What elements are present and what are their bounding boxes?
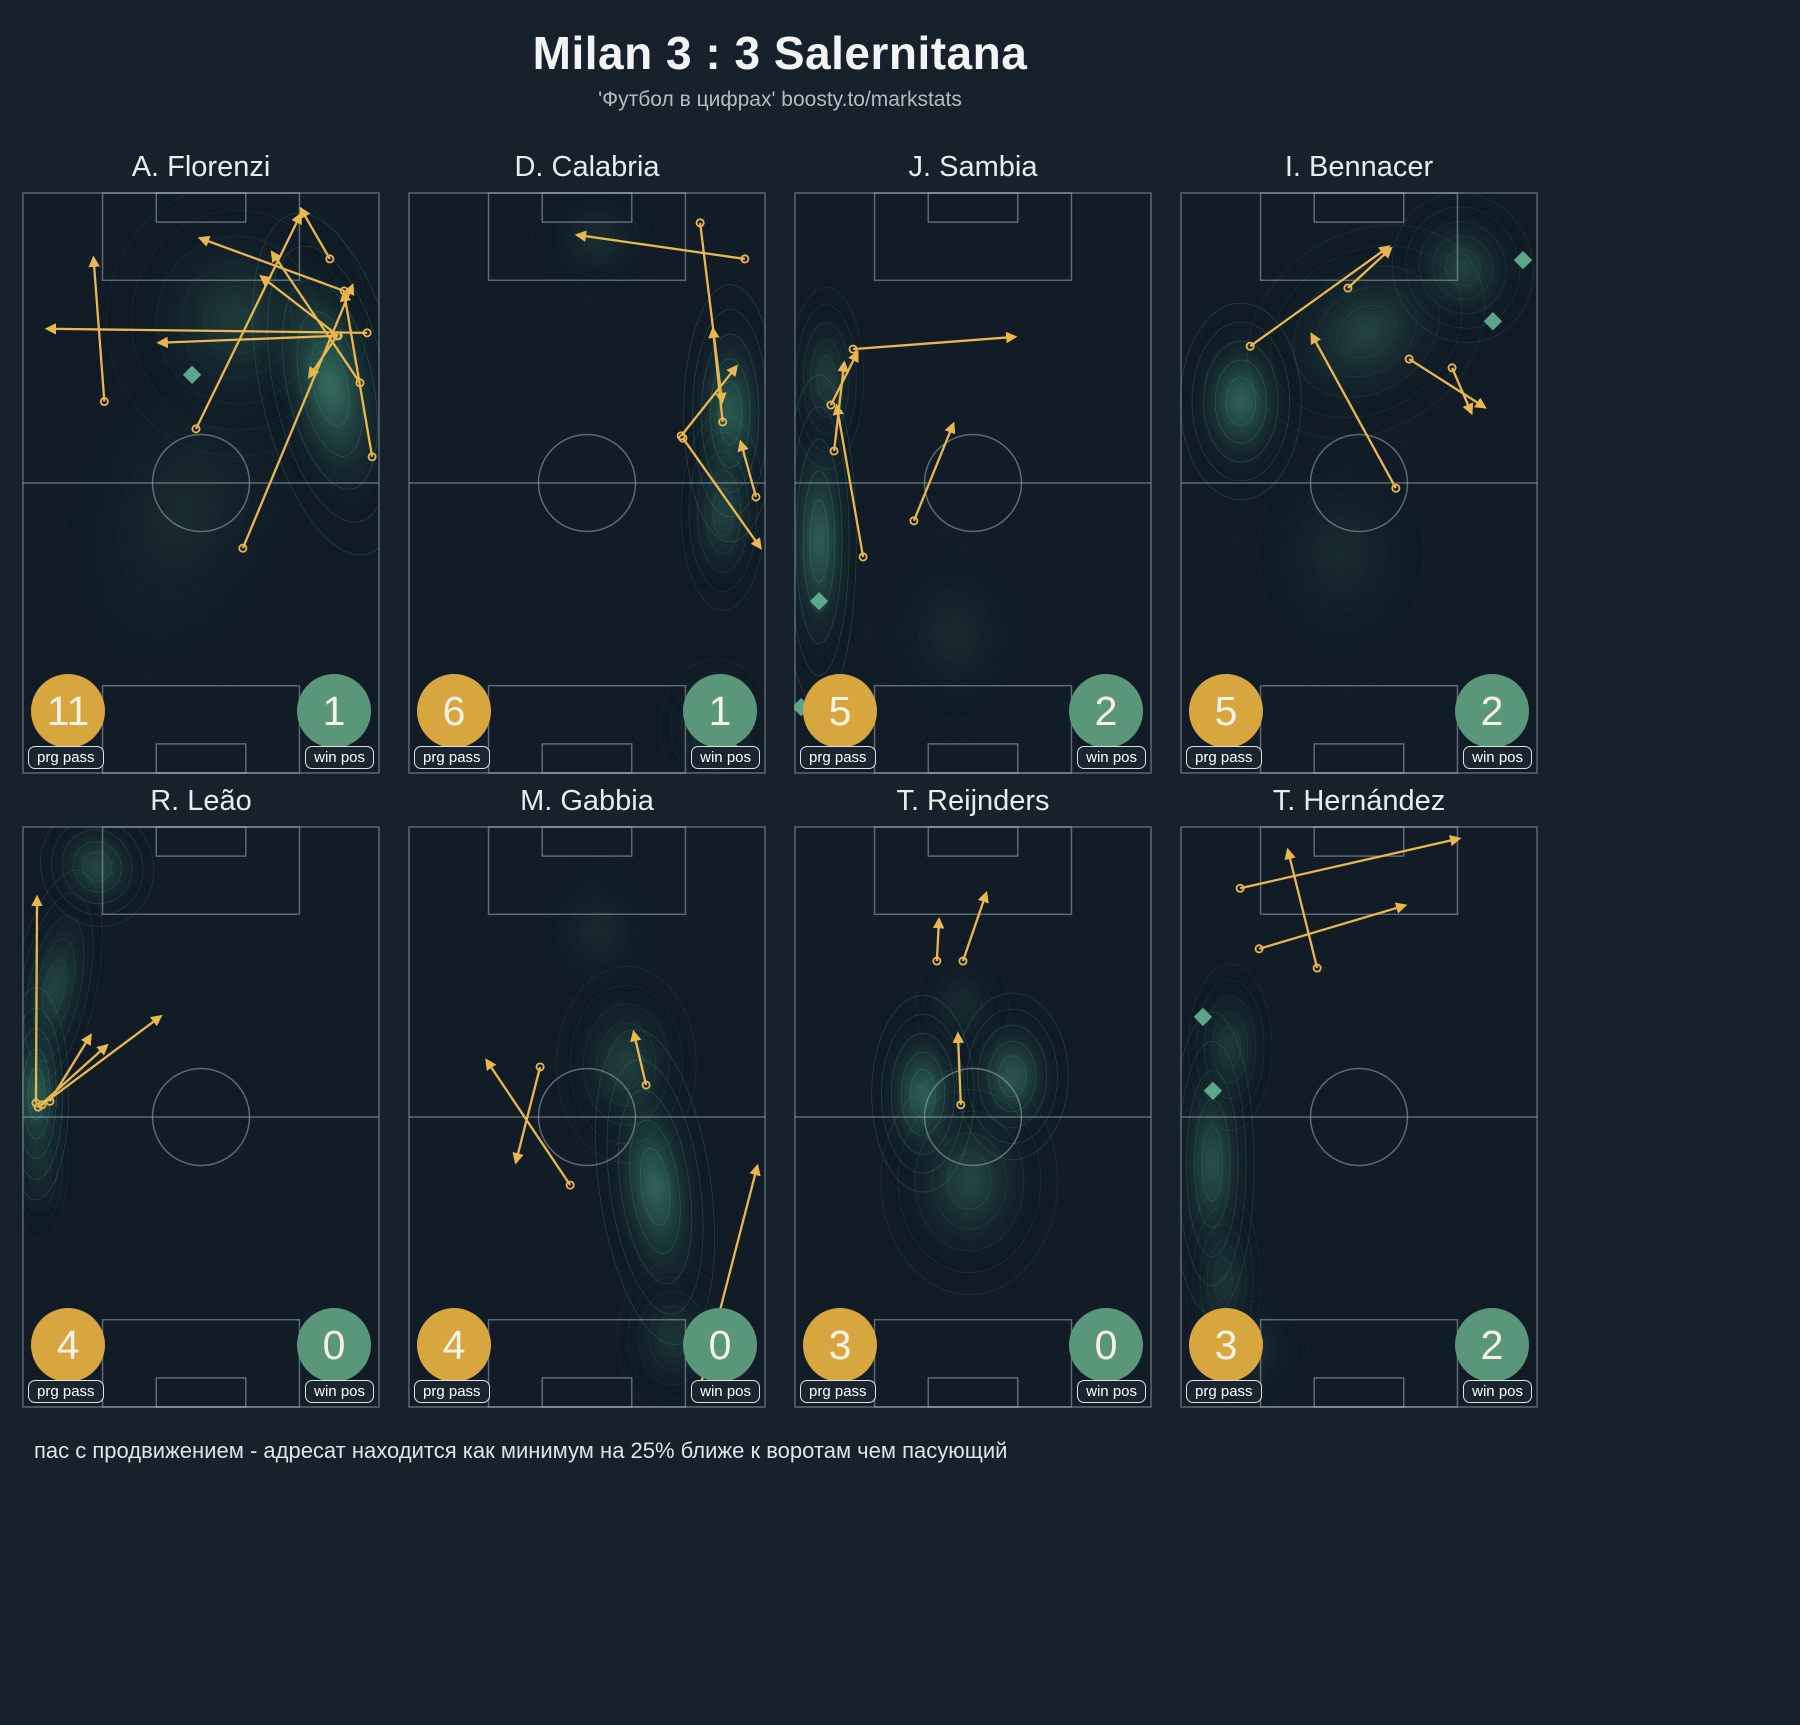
player-name: T. Reijnders xyxy=(896,785,1050,817)
win-pos-label: win pos xyxy=(1077,746,1146,769)
win-pos-label: win pos xyxy=(305,1380,374,1403)
player-panel: T. Hernández 3 prg pass 2 win pos xyxy=(1180,780,1538,1408)
prg-pass-count: 4 xyxy=(31,1308,105,1382)
win-pos-label: win pos xyxy=(1077,1380,1146,1403)
player-name: R. Leão xyxy=(150,785,252,817)
player-panel: R. Leão 4 prg pass 0 win pos xyxy=(22,780,380,1408)
prg-pass-count: 4 xyxy=(417,1308,491,1382)
win-pos-label: win pos xyxy=(691,1380,760,1403)
prg-pass-count: 3 xyxy=(803,1308,877,1382)
player-name: T. Hernández xyxy=(1272,785,1446,817)
pitch-grid: A. Florenzi 11 prg pass 1 win pos D. Cal… xyxy=(22,146,1538,1408)
player-name: A. Florenzi xyxy=(131,151,271,183)
credit-subtitle: 'Футбол в цифрах' boosty.to/markstats xyxy=(598,88,962,111)
player-panel: M. Gabbia 4 prg pass 0 win pos xyxy=(408,780,766,1408)
win-pos-count: 1 xyxy=(297,674,371,748)
pitch-chart xyxy=(1180,192,1538,774)
win-pos-label: win pos xyxy=(1463,746,1532,769)
prg-pass-count: 3 xyxy=(1189,1308,1263,1382)
prg-pass-label: prg pass xyxy=(1186,1380,1262,1403)
player-name: I. Bennacer xyxy=(1284,151,1434,183)
win-pos-count: 1 xyxy=(683,674,757,748)
pitch: 11 prg pass 1 win pos xyxy=(22,192,380,774)
win-pos-label: win pos xyxy=(305,746,374,769)
prg-pass-label: prg pass xyxy=(28,746,104,769)
pitch: 5 prg pass 2 win pos xyxy=(1180,192,1538,774)
player-name: D. Calabria xyxy=(514,151,660,183)
prg-pass-count: 5 xyxy=(1189,674,1263,748)
player-panel: I. Bennacer 5 prg pass 2 win pos xyxy=(1180,146,1538,774)
prg-pass-label: prg pass xyxy=(1186,746,1262,769)
prg-pass-count: 5 xyxy=(803,674,877,748)
pitch: 5 prg pass 2 win pos xyxy=(794,192,1152,774)
win-pos-count: 2 xyxy=(1455,1308,1529,1382)
prg-pass-count: 11 xyxy=(31,674,105,748)
win-pos-count: 0 xyxy=(683,1308,757,1382)
prg-pass-label: prg pass xyxy=(414,746,490,769)
pitch: 3 prg pass 0 win pos xyxy=(794,826,1152,1408)
pitch: 4 prg pass 0 win pos xyxy=(22,826,380,1408)
win-pos-count: 0 xyxy=(1069,1308,1143,1382)
pitch: 6 prg pass 1 win pos xyxy=(408,192,766,774)
prg-pass-label: prg pass xyxy=(800,746,876,769)
player-panel: J. Sambia 5 prg pass 2 win pos xyxy=(794,146,1152,774)
prg-pass-label: prg pass xyxy=(800,1380,876,1403)
content: Milan 3 : 3 Salernitana 'Футбол в цифрах… xyxy=(22,0,1538,1464)
prg-pass-count: 6 xyxy=(417,674,491,748)
match-title: Milan 3 : 3 Salernitana xyxy=(532,27,1028,79)
footnote: пас с продвижением - адресат находится к… xyxy=(34,1438,1008,1463)
player-panel: D. Calabria 6 prg pass 1 win pos xyxy=(408,146,766,774)
pitch: 3 prg pass 2 win pos xyxy=(1180,826,1538,1408)
win-pos-label: win pos xyxy=(691,746,760,769)
player-panel: T. Reijnders 3 prg pass 0 win pos xyxy=(794,780,1152,1408)
prg-pass-label: prg pass xyxy=(414,1380,490,1403)
win-pos-count: 0 xyxy=(297,1308,371,1382)
pitch: 4 prg pass 0 win pos xyxy=(408,826,766,1408)
player-panel: A. Florenzi 11 prg pass 1 win pos xyxy=(22,146,380,774)
win-pos-count: 2 xyxy=(1455,674,1529,748)
win-pos-count: 2 xyxy=(1069,674,1143,748)
player-name: J. Sambia xyxy=(908,151,1038,183)
prg-pass-label: prg pass xyxy=(28,1380,104,1403)
player-name: M. Gabbia xyxy=(520,785,654,817)
win-pos-label: win pos xyxy=(1463,1380,1532,1403)
